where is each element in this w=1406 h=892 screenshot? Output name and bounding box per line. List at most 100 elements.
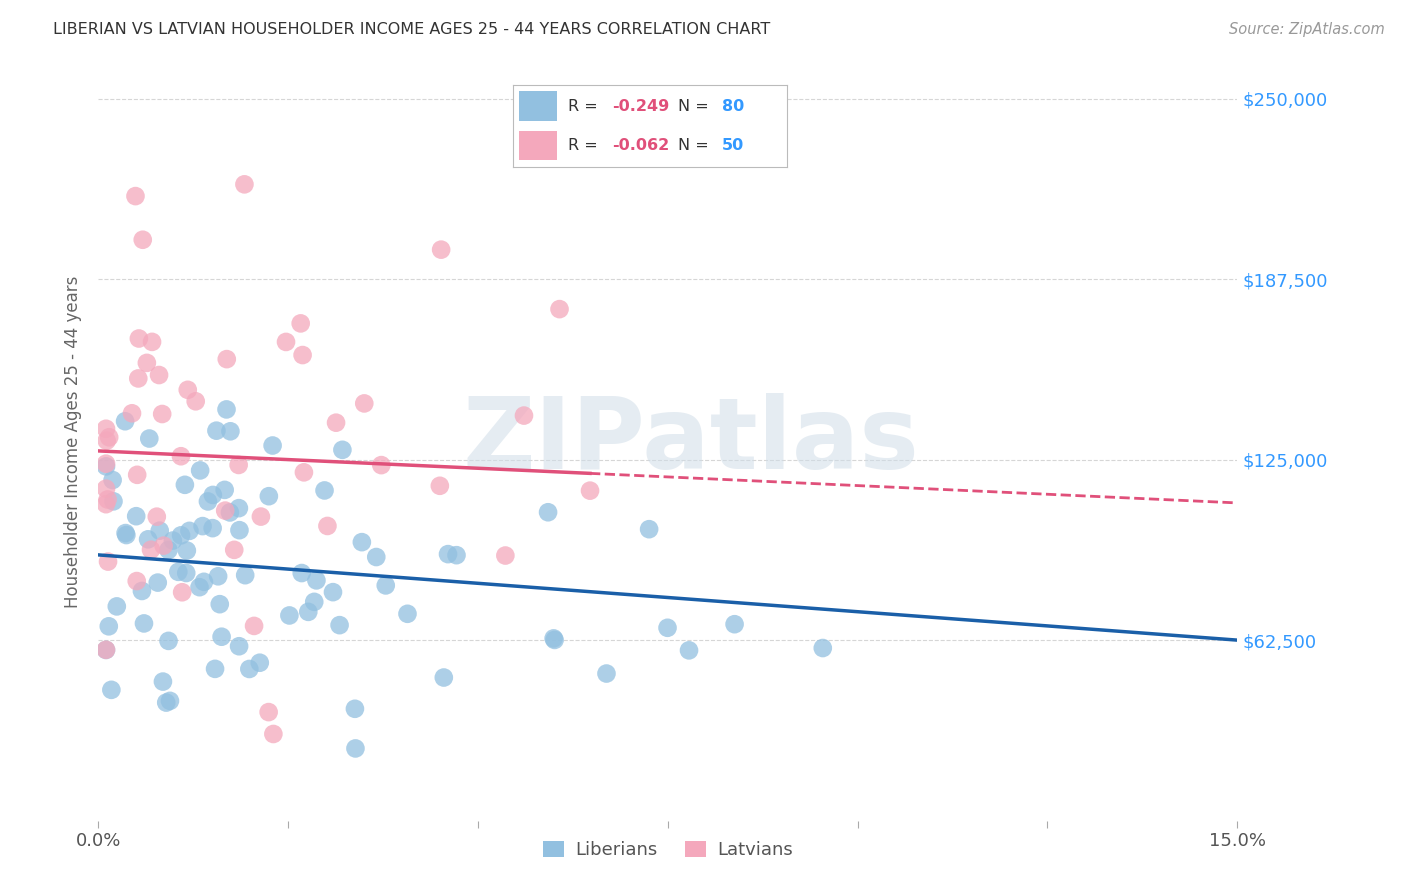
Point — [155, 696, 177, 710]
Point — [97, 555, 120, 569]
Point — [131, 584, 153, 599]
Point — [257, 489, 280, 503]
Point — [100, 682, 122, 697]
Point — [543, 632, 565, 647]
Point — [374, 578, 396, 592]
Legend: Liberians, Latvians: Liberians, Latvians — [536, 833, 800, 866]
Point — [305, 574, 328, 588]
Point — [121, 406, 143, 420]
Point — [211, 630, 233, 644]
Point — [152, 539, 174, 553]
Point — [94, 422, 117, 436]
Point — [537, 505, 560, 519]
Point — [494, 549, 516, 563]
Point — [366, 549, 388, 564]
Point — [243, 619, 266, 633]
Point — [224, 542, 246, 557]
Point — [149, 524, 172, 538]
Point — [291, 348, 314, 362]
Text: -0.062: -0.062 — [612, 138, 669, 153]
Point — [204, 662, 226, 676]
Point — [513, 409, 536, 423]
Point — [174, 566, 197, 580]
Point — [152, 674, 174, 689]
Point — [191, 519, 214, 533]
Point — [350, 535, 373, 549]
Text: R =: R = — [568, 99, 603, 113]
Point — [238, 662, 260, 676]
Point — [274, 334, 297, 349]
Point — [124, 189, 146, 203]
Point — [579, 483, 602, 498]
Point — [114, 526, 136, 541]
Point — [322, 585, 344, 599]
Point — [170, 449, 193, 463]
Text: 80: 80 — [721, 99, 744, 113]
Bar — [519, 131, 557, 161]
Point — [233, 178, 256, 192]
Point — [136, 533, 159, 547]
Point — [162, 533, 184, 548]
Point — [437, 547, 460, 561]
Point — [101, 473, 124, 487]
Point — [150, 407, 173, 421]
Point — [329, 618, 352, 632]
Point — [193, 574, 215, 589]
Point — [98, 430, 121, 444]
Point — [291, 566, 314, 580]
Point — [353, 396, 375, 410]
Point — [115, 528, 138, 542]
Text: R =: R = — [568, 138, 603, 153]
Point — [205, 424, 228, 438]
Point — [433, 671, 456, 685]
Point — [157, 633, 180, 648]
Point — [103, 494, 125, 508]
Point — [173, 478, 195, 492]
Point — [138, 432, 160, 446]
Y-axis label: Householder Income Ages 25 - 44 years: Householder Income Ages 25 - 44 years — [65, 276, 83, 607]
Point — [179, 524, 201, 538]
Text: LIBERIAN VS LATVIAN HOUSEHOLDER INCOME AGES 25 - 44 YEARS CORRELATION CHART: LIBERIAN VS LATVIAN HOUSEHOLDER INCOME A… — [53, 22, 770, 37]
Point — [94, 643, 117, 657]
Point — [125, 509, 148, 524]
Point — [128, 331, 150, 345]
Point — [430, 243, 453, 257]
Point — [188, 580, 211, 594]
Point — [228, 523, 250, 537]
Text: N =: N = — [678, 138, 714, 153]
Point — [114, 414, 136, 428]
Point — [201, 521, 224, 535]
Point — [548, 302, 571, 317]
Point — [201, 488, 224, 502]
Point — [141, 334, 163, 349]
Point — [146, 575, 169, 590]
Point — [249, 656, 271, 670]
Point — [723, 617, 745, 632]
Point — [170, 528, 193, 542]
Point — [172, 585, 194, 599]
Point — [678, 643, 700, 657]
Point — [297, 605, 319, 619]
Point — [344, 741, 367, 756]
Point — [292, 466, 315, 480]
Text: -0.249: -0.249 — [612, 99, 669, 113]
Point — [94, 457, 117, 471]
Point — [96, 434, 118, 448]
Point — [302, 595, 325, 609]
Point — [215, 352, 238, 367]
Point — [139, 542, 162, 557]
Point — [188, 463, 211, 477]
Point — [446, 548, 468, 562]
Point — [543, 632, 565, 646]
Point — [370, 458, 392, 472]
Point — [184, 394, 207, 409]
Point — [657, 621, 679, 635]
Point — [127, 371, 149, 385]
Point — [94, 459, 117, 474]
Point — [314, 483, 336, 498]
Point — [94, 482, 117, 496]
Point — [132, 616, 155, 631]
Point — [250, 509, 273, 524]
Point — [316, 519, 339, 533]
Point — [197, 494, 219, 508]
